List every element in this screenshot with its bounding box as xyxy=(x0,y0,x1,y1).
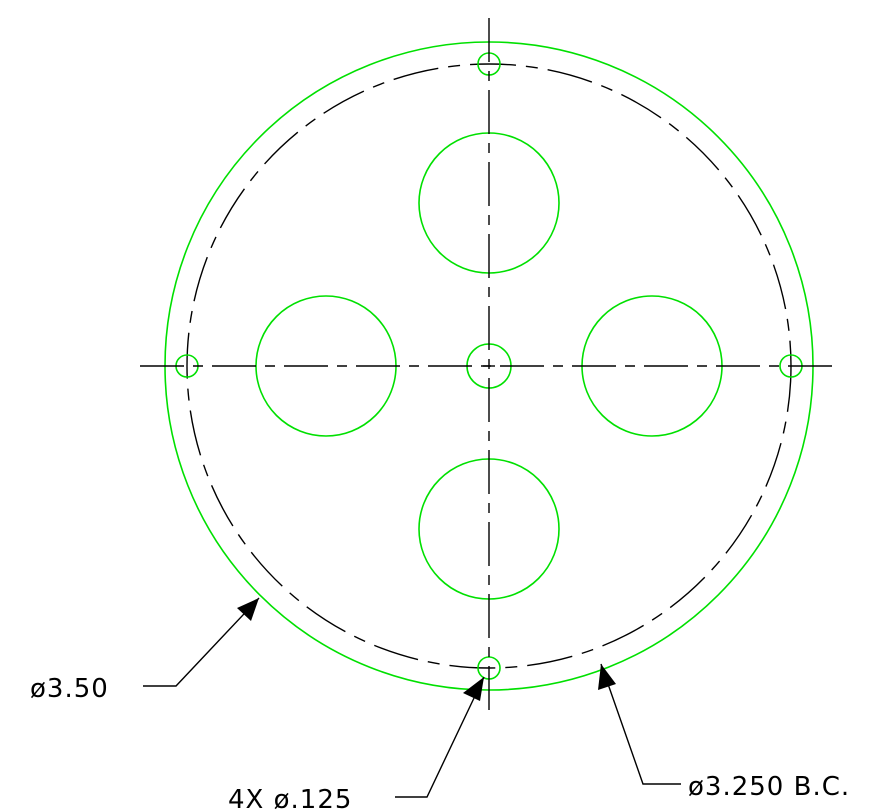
hole-callout-label: 4X ø.125 xyxy=(228,785,352,811)
outer-diameter-label: ø3.50 xyxy=(30,674,109,704)
hole-callout-leader xyxy=(395,676,485,798)
bolt-circle-label: ø3.250 B.C. xyxy=(688,772,850,802)
bolt-circle-leader xyxy=(598,663,681,785)
outer-diameter-leader xyxy=(143,597,260,687)
